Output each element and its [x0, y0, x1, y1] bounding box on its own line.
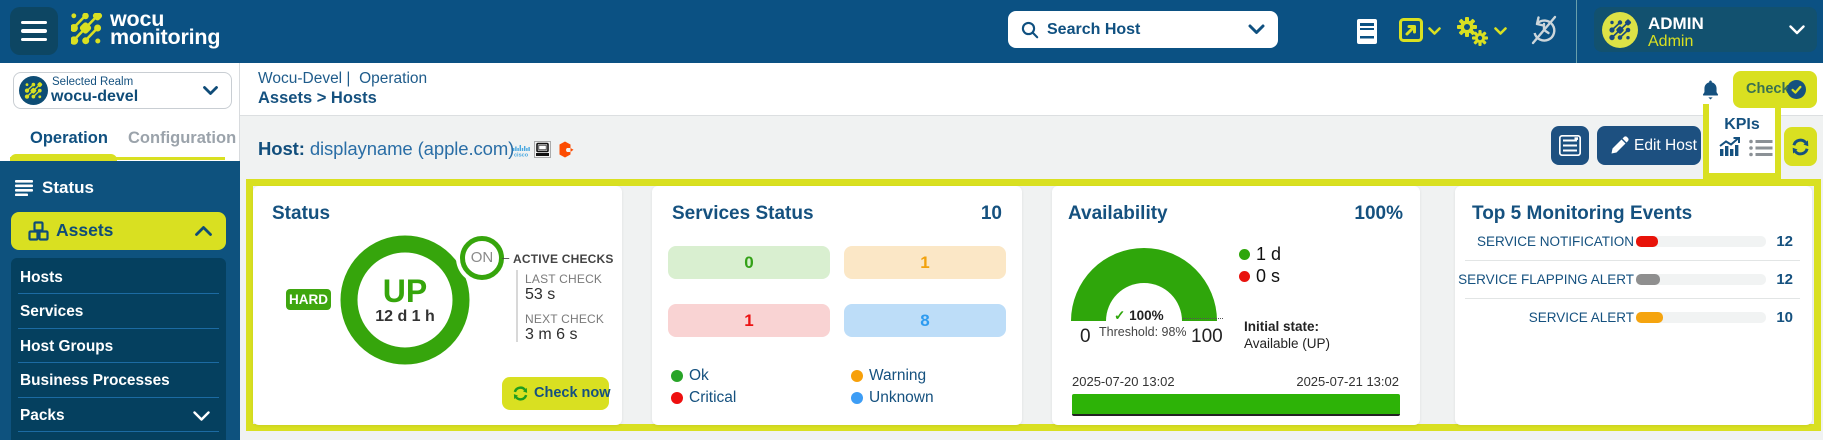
svg-text:cisco: cisco — [514, 153, 529, 158]
